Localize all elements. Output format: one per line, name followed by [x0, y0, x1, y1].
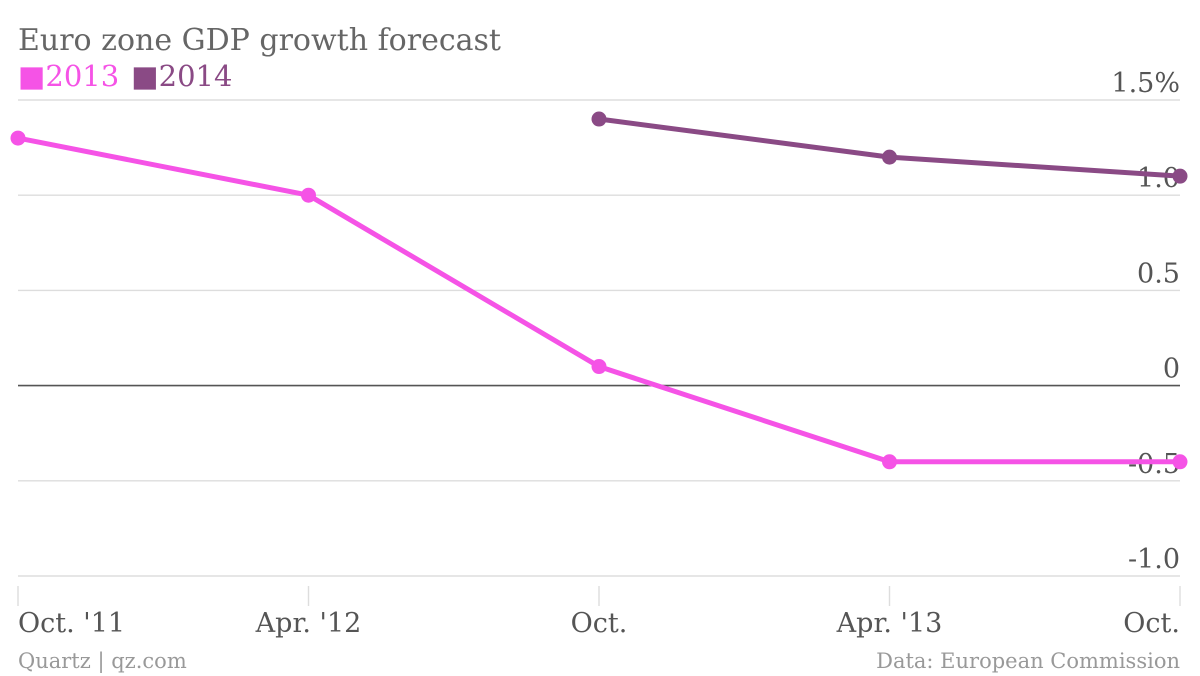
legend-label-2014: 2014	[159, 59, 233, 93]
y-axis-tick-labels: 1.5% 1.0 0.5 0 -0.5 -1.0	[1111, 68, 1180, 575]
data-point-2013	[882, 454, 897, 470]
y-tick-label: 1.5%	[1111, 68, 1180, 99]
y-tick-label: 0	[1163, 354, 1180, 385]
footer-source-right: Data: European Commission	[876, 649, 1180, 673]
series-line-2014	[596, 116, 1183, 179]
data-point-2014	[591, 111, 607, 127]
data-point-2013	[1172, 454, 1188, 470]
y-tick-label: 0.5	[1137, 258, 1180, 289]
x-tick-label: Oct.	[1123, 608, 1180, 639]
data-point-2013	[301, 187, 316, 203]
data-point-2013	[10, 130, 26, 146]
x-tick-label: Apr. '12	[255, 608, 362, 639]
x-tick-label: Apr. '13	[836, 608, 943, 639]
data-point-2013	[591, 359, 607, 375]
x-axis: Oct. '11 Apr. '12 Oct. Apr. '13 Oct.	[17, 586, 1181, 639]
y-tick-label: 1.0	[1137, 163, 1180, 194]
series-line-2013	[15, 135, 1183, 465]
footer-source-left: Quartz | qz.com	[18, 649, 187, 674]
x-tick-label: Oct.	[571, 608, 628, 639]
y-tick-label: -1.0	[1128, 544, 1180, 575]
x-tick-label: Oct. '11	[18, 608, 125, 639]
legend-marker-2013: ■	[18, 59, 45, 93]
y-tick-label: -0.5	[1128, 449, 1180, 480]
series-layer	[10, 111, 1188, 470]
legend-marker-2014: ■	[131, 59, 158, 93]
legend: ■2013 ■2014	[18, 59, 232, 93]
chart-title: Euro zone GDP growth forecast	[18, 23, 501, 58]
legend-label-2013: 2013	[45, 59, 119, 93]
grid-layer	[18, 99, 1180, 577]
data-point-2014	[1172, 168, 1188, 184]
data-point-2014	[882, 149, 897, 165]
